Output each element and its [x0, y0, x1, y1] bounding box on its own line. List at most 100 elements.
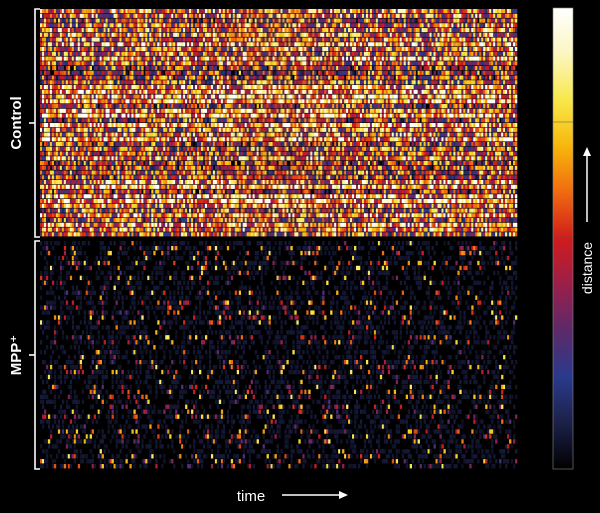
heatmap-cell [491, 37, 494, 42]
heatmap-cell [191, 80, 194, 85]
heatmap-cell [270, 99, 273, 104]
heatmap-cell [272, 37, 275, 42]
heatmap-cell [260, 104, 263, 109]
heatmap-cell [340, 56, 343, 61]
heatmap-cell [139, 99, 142, 104]
heatmap-cell [280, 47, 283, 52]
heatmap-cell [286, 80, 289, 85]
heatmap-cell [51, 85, 55, 90]
heatmap-cell [361, 104, 365, 109]
heatmap-cell [499, 37, 502, 42]
heatmap-cell [137, 9, 140, 14]
heatmap-cell [312, 85, 315, 90]
heatmap-cell [155, 51, 158, 56]
heatmap-cell [67, 9, 71, 14]
heatmap-cell [495, 18, 498, 23]
heatmap-cell [272, 42, 275, 47]
heatmap-cell [459, 51, 462, 56]
heatmap-cell [151, 9, 154, 14]
heatmap-cell [107, 80, 110, 85]
heatmap-cell [240, 89, 244, 94]
heatmap-cell [433, 85, 436, 90]
heatmap-cell [417, 47, 420, 52]
heatmap-cell [369, 56, 373, 61]
heatmap-cell [409, 66, 412, 71]
heatmap-cell [193, 37, 196, 42]
heatmap-cell [501, 80, 504, 85]
heatmap-cell [51, 89, 55, 94]
heatmap-cell [499, 9, 502, 14]
heatmap-cell [256, 9, 259, 14]
heatmap-cell [262, 99, 265, 104]
heatmap-cell [358, 23, 361, 28]
heatmap-cell [383, 99, 387, 104]
heatmap-cell [421, 89, 424, 94]
heatmap-cell [499, 61, 502, 66]
heatmap-cell [240, 13, 244, 18]
heatmap-cell [385, 13, 389, 18]
heatmap-cell [280, 23, 283, 28]
heatmap-cell [465, 75, 468, 80]
heatmap-cell [266, 80, 269, 85]
heatmap-cell [101, 66, 104, 71]
heatmap-cell [40, 94, 43, 99]
heatmap-cell [377, 70, 381, 75]
heatmap-cell [441, 80, 444, 85]
heatmap-cell [288, 66, 291, 71]
heatmap-cell [195, 23, 198, 28]
heatmap-cell [260, 56, 263, 61]
heatmap-cell [83, 37, 87, 42]
heatmap-cell [121, 18, 124, 23]
heatmap-cell [395, 75, 399, 80]
heatmap-cell [399, 61, 403, 66]
heatmap-cell [187, 18, 190, 23]
heatmap-cell [171, 18, 174, 23]
heatmap-cell [369, 13, 373, 18]
heatmap-cell [485, 47, 488, 52]
heatmap-cell [49, 9, 53, 14]
heatmap-cell [111, 70, 114, 75]
heatmap-cell [193, 51, 196, 56]
heatmap-cell [204, 13, 208, 18]
heatmap-cell [183, 80, 186, 85]
heatmap-cell [473, 47, 476, 52]
heatmap-cell [167, 56, 170, 61]
heatmap-cell [288, 23, 291, 28]
heatmap-cell [151, 94, 154, 99]
heatmap-cell [475, 89, 478, 94]
heatmap-cell [73, 32, 77, 37]
heatmap-cell [509, 51, 512, 56]
heatmap-cell [278, 80, 281, 85]
heatmap-cell [83, 94, 87, 99]
heatmap-cell [41, 70, 45, 75]
heatmap-cell [131, 47, 134, 52]
heatmap-cell [312, 56, 315, 61]
heatmap-cell [199, 47, 202, 52]
heatmap-cell [467, 70, 470, 75]
heatmap-cell [147, 80, 150, 85]
heatmap-cell [81, 32, 85, 37]
heatmap-cell [481, 47, 484, 52]
heatmap-cell [234, 23, 238, 28]
heatmap-cell [202, 28, 206, 33]
heatmap-cell [99, 42, 102, 47]
heatmap-cell [367, 56, 371, 61]
heatmap-cell [61, 61, 65, 66]
heatmap-cell [352, 18, 355, 23]
heatmap-cell [83, 75, 87, 80]
heatmap-cell [266, 99, 269, 104]
heatmap-cell [232, 47, 236, 52]
heatmap-cell [308, 80, 311, 85]
heatmap-cell [348, 56, 351, 61]
heatmap-cell [115, 70, 118, 75]
heatmap-cell [439, 51, 442, 56]
heatmap-cell [220, 70, 224, 75]
heatmap-cell [330, 99, 333, 104]
heatmap-cell [49, 89, 53, 94]
heatmap-cell [83, 66, 87, 71]
heatmap-cell [429, 28, 432, 33]
heatmap-cell [304, 75, 307, 80]
heatmap-cell [71, 37, 75, 42]
heatmap-cell [356, 75, 359, 80]
heatmap-cell [47, 108, 51, 113]
